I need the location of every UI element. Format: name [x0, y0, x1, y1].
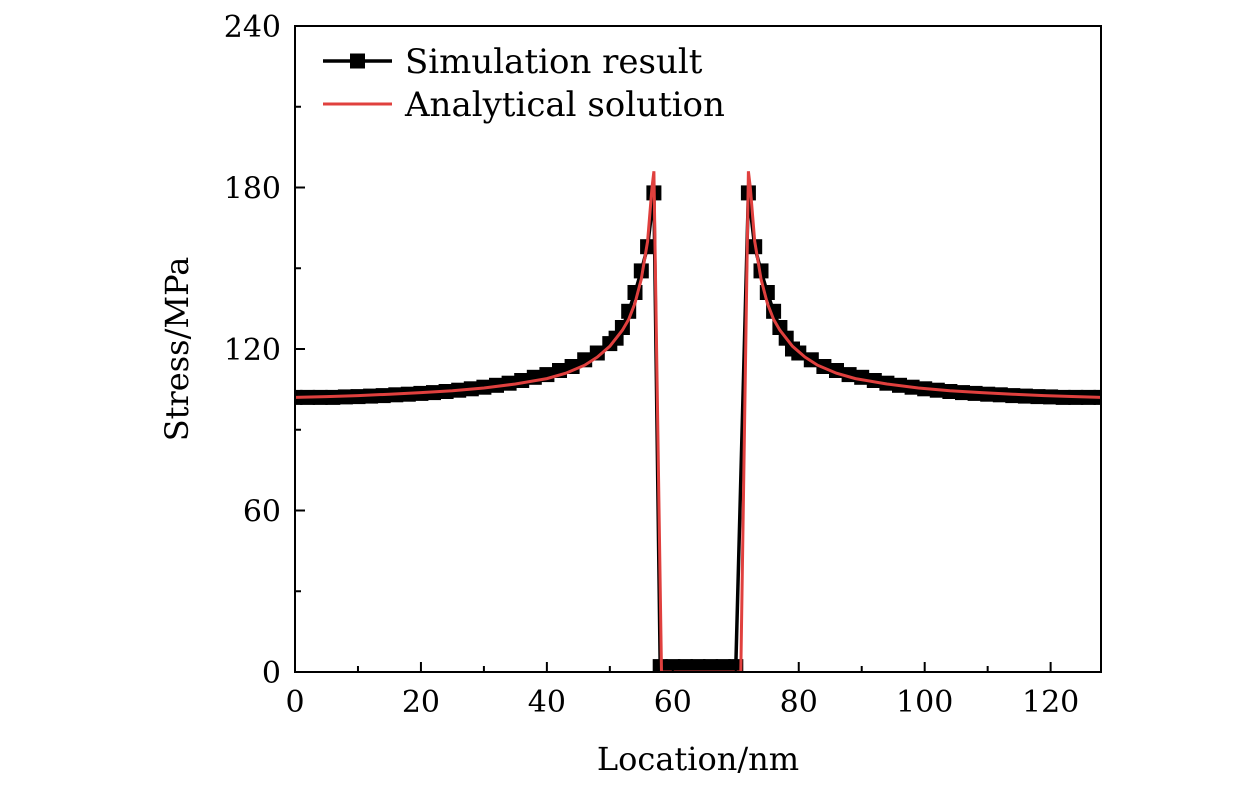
legend-item-2: Analytical solution — [323, 85, 725, 125]
y-axis-title: Stress/MPa — [158, 257, 196, 442]
legend-marker — [350, 53, 365, 69]
series-layer — [295, 171, 1101, 672]
legend-label: Simulation result — [405, 42, 703, 82]
legend-item-1: Simulation result — [323, 42, 703, 82]
axes-layer: 0 20 40 60 80 100 120 0 60 120 180 240 — [224, 10, 1102, 720]
x-tick-label: 0 — [285, 685, 304, 720]
x-tick-label: 120 — [1022, 685, 1079, 720]
y-tick-label: 240 — [224, 10, 281, 45]
y-tick-label: 180 — [224, 172, 281, 207]
x-tick-label: 40 — [528, 685, 566, 720]
x-tick-label: 80 — [780, 685, 818, 720]
series-2 — [295, 171, 1101, 672]
x-tick-label: 100 — [896, 685, 953, 720]
series-line-1 — [295, 192, 1101, 669]
x-axis-title: Location/nm — [597, 740, 799, 778]
y-tick-label: 120 — [224, 333, 281, 368]
data-point — [703, 659, 719, 672]
y-tick-label: 0 — [262, 656, 281, 691]
data-point — [501, 375, 517, 391]
data-point — [589, 345, 605, 361]
data-point — [715, 659, 731, 672]
y-tick-label: 60 — [243, 495, 281, 530]
data-point — [690, 659, 706, 672]
x-tick-label: 20 — [402, 685, 440, 720]
data-point — [677, 659, 693, 672]
x-tick-label: 60 — [654, 685, 692, 720]
legend-label: Analytical solution — [404, 85, 725, 125]
series-line-2 — [295, 171, 1101, 672]
series-1 — [295, 185, 1101, 672]
